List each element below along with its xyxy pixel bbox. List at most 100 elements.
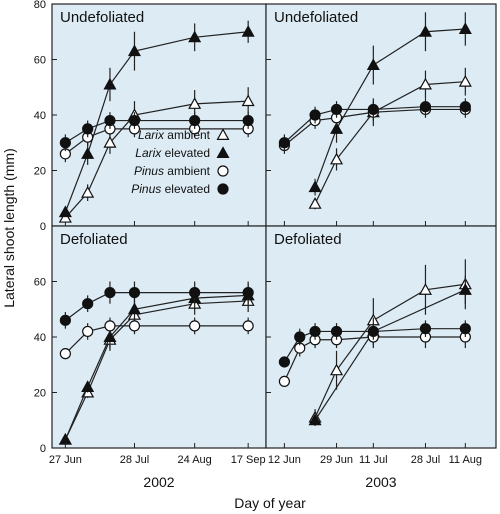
data-point (458, 22, 472, 34)
data-point (128, 287, 141, 299)
legend-treatment: ambient (164, 164, 211, 178)
data-point (330, 152, 344, 165)
data-point (242, 287, 254, 299)
data-point (82, 325, 94, 338)
panel-3: Defoliated 0 20 40 60 27 Jun 28 Jul 24 Aug 17 Se… (34, 225, 267, 466)
x-tick-label: 11 Aug (449, 454, 482, 466)
series-circle-filled (278, 320, 471, 368)
y-tick-label: 80 (34, 0, 46, 11)
data-point (127, 302, 141, 315)
data-point (58, 432, 72, 445)
legend-item: Larix elevated (135, 146, 230, 160)
data-point (81, 380, 95, 392)
series-circle-open (278, 325, 471, 387)
series-circle-filled (278, 98, 471, 152)
series-line (283, 106, 466, 144)
panel-title: Undefoliated (274, 9, 358, 26)
y-tick-label: 60 (34, 277, 46, 289)
legend-genus: Larix (135, 146, 162, 160)
data-point (59, 137, 71, 149)
data-point (189, 320, 201, 332)
data-point (104, 114, 116, 127)
y-tick-label: 40 (34, 110, 46, 122)
data-point (367, 325, 379, 338)
legend-label: Pinus elevated (131, 182, 210, 196)
data-point (241, 94, 255, 107)
series-circle-filled (59, 281, 254, 329)
data-point (308, 180, 322, 193)
legend-genus: Larix (138, 128, 165, 142)
data-point (308, 197, 322, 209)
data-point (104, 320, 116, 332)
legend-marker (216, 128, 230, 140)
legend-marker (217, 183, 229, 195)
panel-background (51, 225, 267, 449)
legend-item: Larix ambient (138, 128, 230, 142)
data-point (308, 413, 322, 426)
legend-label: Larix elevated (135, 146, 210, 160)
legend-marker (217, 165, 229, 177)
data-point (103, 77, 117, 90)
series-line (64, 294, 249, 440)
y-tick-label: 0 (40, 443, 46, 455)
data-point (366, 58, 380, 71)
series-circle-open (59, 120, 254, 163)
data-point (367, 103, 379, 116)
legend-marker (216, 146, 230, 158)
x-tick-label: 11 Jul (359, 454, 388, 466)
legend-treatment: elevated (161, 182, 210, 196)
data-point (330, 363, 344, 376)
year-label-2003: 2003 (365, 474, 396, 490)
data-point (104, 287, 116, 299)
x-tick-label: 28 Jul (120, 454, 149, 466)
data-point (189, 287, 201, 299)
panel-1: Undefoliated 0 20 40 60 80 (34, 0, 267, 233)
panel-title: Defoliated (60, 231, 128, 248)
legend-treatment: elevated (161, 146, 210, 160)
x-tick-label: 27 Jun (49, 454, 82, 466)
legend-genus: Pinus (131, 182, 161, 196)
panel-background (265, 3, 497, 227)
data-point (103, 330, 117, 342)
data-point (59, 348, 71, 360)
series-circle-open (59, 317, 254, 360)
x-tick-label: 17 Sep (231, 454, 266, 466)
year-label-2002: 2002 (143, 474, 174, 490)
series-triangle-filled (308, 12, 472, 196)
x-tick-label: 24 Aug (178, 454, 212, 466)
panel-title: Undefoliated (60, 9, 144, 26)
data-point (278, 375, 290, 387)
data-point (309, 325, 321, 338)
y-tick-label: 20 (34, 166, 46, 178)
data-point (242, 114, 254, 127)
series-line (284, 108, 466, 146)
data-point (241, 25, 255, 37)
y-tick-label: 0 (40, 221, 46, 233)
data-point (419, 323, 432, 335)
series-triangle-filled (58, 20, 255, 218)
y-tick-label: 20 (34, 388, 46, 400)
x-tick-label: 12 Jun (268, 454, 301, 466)
data-point (127, 44, 141, 57)
x-tick-label: 28 Jul (411, 454, 440, 466)
legend-label: Pinus ambient (134, 164, 211, 178)
y-tick-label: 40 (34, 332, 46, 344)
data-point (459, 101, 471, 113)
legend-treatment: ambient (164, 128, 211, 142)
legend-item: Pinus ambient (134, 164, 229, 178)
legend-genus: Pinus (134, 164, 164, 178)
y-axis-label: Lateral shoot length (mm) (1, 148, 17, 308)
data-point (419, 101, 432, 113)
data-point (458, 74, 472, 87)
data-point (82, 123, 94, 135)
data-point (58, 205, 72, 218)
data-point (330, 122, 344, 134)
series-line (64, 31, 249, 213)
data-point (418, 77, 432, 90)
data-point (330, 325, 343, 338)
data-point (103, 136, 117, 148)
data-point (188, 97, 202, 109)
data-point (81, 185, 95, 198)
